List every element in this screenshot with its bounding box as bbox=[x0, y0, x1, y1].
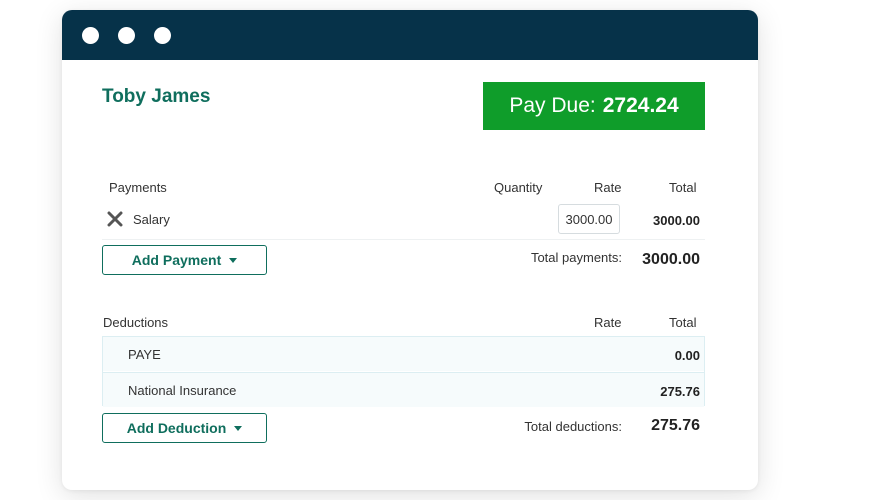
caret-down-icon bbox=[229, 257, 238, 263]
payments-header: Payments bbox=[109, 180, 167, 195]
row-divider bbox=[102, 239, 705, 240]
add-deduction-button[interactable]: Add Deduction bbox=[102, 413, 267, 443]
window-control-dot[interactable] bbox=[118, 27, 135, 44]
pay-due-label: Pay Due: bbox=[509, 94, 596, 117]
deduction-row: National Insurance 275.76 bbox=[103, 372, 704, 407]
total-header: Total bbox=[669, 180, 697, 195]
pay-due-banner: Pay Due: 2724.24 bbox=[483, 82, 705, 130]
pay-due-amount: 2724.24 bbox=[602, 94, 679, 117]
employee-name: Toby James bbox=[102, 86, 211, 107]
window-control-dot[interactable] bbox=[154, 27, 171, 44]
add-payment-button[interactable]: Add Payment bbox=[102, 245, 267, 275]
window-control-dot[interactable] bbox=[82, 27, 99, 44]
deductions-header: Deductions bbox=[103, 315, 169, 330]
total-deductions-label: Total deductions: bbox=[524, 419, 622, 434]
rate-header: Rate bbox=[594, 180, 622, 195]
deduction-total: 275.76 bbox=[660, 384, 700, 399]
deduction-total: 0.00 bbox=[674, 348, 700, 363]
total-header: Total bbox=[669, 315, 697, 330]
add-payment-label: Add Payment bbox=[131, 252, 222, 268]
total-payments-value: 3000.00 bbox=[642, 251, 700, 268]
total-deductions-value: 275.76 bbox=[651, 417, 700, 434]
deduction-name: National Insurance bbox=[128, 383, 237, 398]
window-titlebar bbox=[62, 10, 758, 60]
caret-down-icon bbox=[234, 425, 243, 431]
payment-name: Salary bbox=[133, 212, 170, 227]
payment-total: 3000.00 bbox=[653, 213, 700, 228]
quantity-header: Quantity bbox=[494, 180, 543, 195]
app-window: Toby James Pay Due: 2724.24 Payments Qua… bbox=[62, 10, 758, 490]
deductions-table: PAYE 0.00 National Insurance 275.76 bbox=[102, 336, 705, 407]
add-deduction-label: Add Deduction bbox=[126, 420, 227, 436]
deduction-name: PAYE bbox=[128, 347, 161, 362]
close-x-icon[interactable] bbox=[107, 211, 123, 227]
deduction-row: PAYE 0.00 bbox=[103, 337, 704, 371]
payment-rate-input[interactable] bbox=[558, 204, 620, 234]
total-payments-label: Total payments: bbox=[530, 250, 622, 265]
rate-header: Rate bbox=[594, 315, 622, 330]
